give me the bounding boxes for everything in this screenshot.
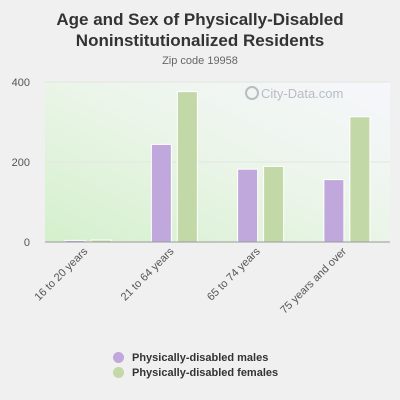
legend-item-males: Physically-disabled males [113, 350, 278, 365]
y-tick-label: 400 [12, 77, 30, 89]
watermark-icon [245, 86, 259, 100]
y-tick-label: 200 [12, 157, 30, 169]
x-tick-label: 21 to 64 years [119, 245, 177, 303]
bar-females-2[interactable] [263, 165, 285, 243]
bar-females-1[interactable] [176, 91, 198, 243]
chart-subtitle: Zip code 19958 [162, 55, 238, 67]
legend-label-males: Physically-disabled males [132, 351, 269, 364]
x-tick-label: 75 years and over [278, 245, 349, 316]
legend: Physically-disabled males Physically-dis… [113, 350, 278, 380]
chart-title: Age and Sex of Physically-Disabled Nonin… [56, 10, 344, 50]
bar-females-3[interactable] [349, 116, 371, 243]
watermark: City-Data.com [245, 86, 343, 101]
watermark-text: City-Data.com [261, 86, 343, 101]
bar-males-2[interactable] [237, 168, 259, 243]
bar-males-3[interactable] [323, 179, 345, 243]
legend-label-females: Physically-disabled females [132, 366, 279, 379]
bar-males-1[interactable] [150, 143, 172, 243]
x-tick-label: 16 to 20 years [32, 245, 90, 303]
y-tick-label: 0 [24, 237, 30, 249]
legend-item-females: Physically-disabled females [113, 365, 278, 380]
legend-swatch-females [113, 367, 124, 378]
legend-swatch-males [113, 352, 124, 363]
x-tick-label: 65 to 74 years [205, 245, 263, 303]
